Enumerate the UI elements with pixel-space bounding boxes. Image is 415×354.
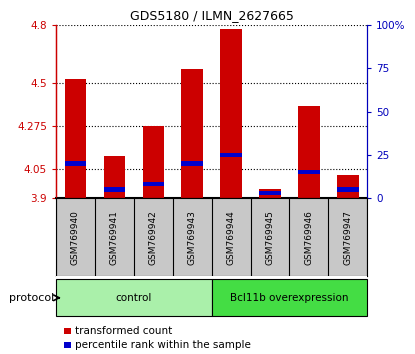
Text: GSM769946: GSM769946 bbox=[305, 210, 313, 265]
Bar bbox=[65, 79, 86, 198]
Bar bbox=[181, 69, 203, 198]
Text: GSM769941: GSM769941 bbox=[110, 210, 119, 265]
Bar bbox=[259, 189, 281, 198]
Bar bbox=[220, 29, 242, 198]
Bar bbox=[104, 156, 125, 198]
Text: GSM769947: GSM769947 bbox=[343, 210, 352, 265]
Text: GSM769942: GSM769942 bbox=[149, 210, 158, 264]
Bar bbox=[220, 153, 242, 157]
Text: GSM769943: GSM769943 bbox=[188, 210, 197, 265]
Text: transformed count: transformed count bbox=[75, 326, 172, 336]
Text: GSM769945: GSM769945 bbox=[266, 210, 274, 265]
Bar bbox=[259, 191, 281, 195]
Text: GSM769944: GSM769944 bbox=[227, 210, 236, 264]
Bar bbox=[337, 175, 359, 198]
Bar bbox=[65, 161, 86, 166]
Bar bbox=[56, 279, 212, 316]
Bar bbox=[143, 182, 164, 187]
Text: percentile rank within the sample: percentile rank within the sample bbox=[75, 340, 251, 350]
Bar bbox=[298, 170, 320, 174]
Bar bbox=[104, 188, 125, 192]
Bar bbox=[337, 188, 359, 192]
Text: control: control bbox=[116, 293, 152, 303]
Text: Bcl11b overexpression: Bcl11b overexpression bbox=[230, 293, 349, 303]
Bar bbox=[143, 126, 164, 198]
Bar bbox=[212, 279, 367, 316]
Bar bbox=[181, 161, 203, 166]
Text: GSM769940: GSM769940 bbox=[71, 210, 80, 265]
Text: protocol: protocol bbox=[9, 293, 54, 303]
Title: GDS5180 / ILMN_2627665: GDS5180 / ILMN_2627665 bbox=[130, 9, 293, 22]
Bar bbox=[298, 106, 320, 198]
